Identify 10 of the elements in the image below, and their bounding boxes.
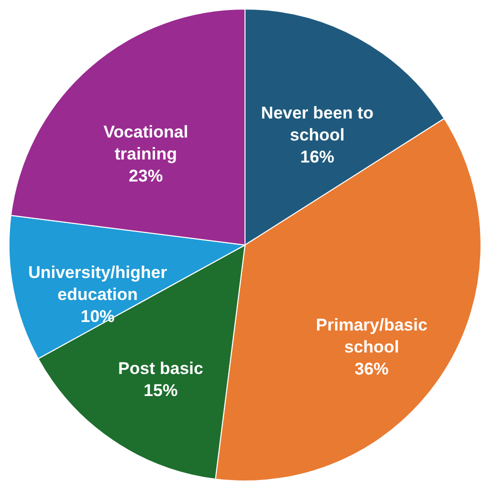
data-label: 23%: [128, 166, 163, 186]
slice-label: Vocational training: [103, 122, 188, 164]
slice-label: Post basic: [118, 359, 204, 378]
data-label: 10%: [80, 307, 115, 326]
data-label: 36%: [354, 359, 389, 378]
slice-label: Primary/basic school: [316, 315, 428, 356]
slice-label: Never been to school: [261, 104, 374, 145]
data-label: 15%: [144, 381, 178, 400]
slice-label: University/higher education: [28, 263, 168, 304]
data-label: 16%: [300, 148, 334, 167]
